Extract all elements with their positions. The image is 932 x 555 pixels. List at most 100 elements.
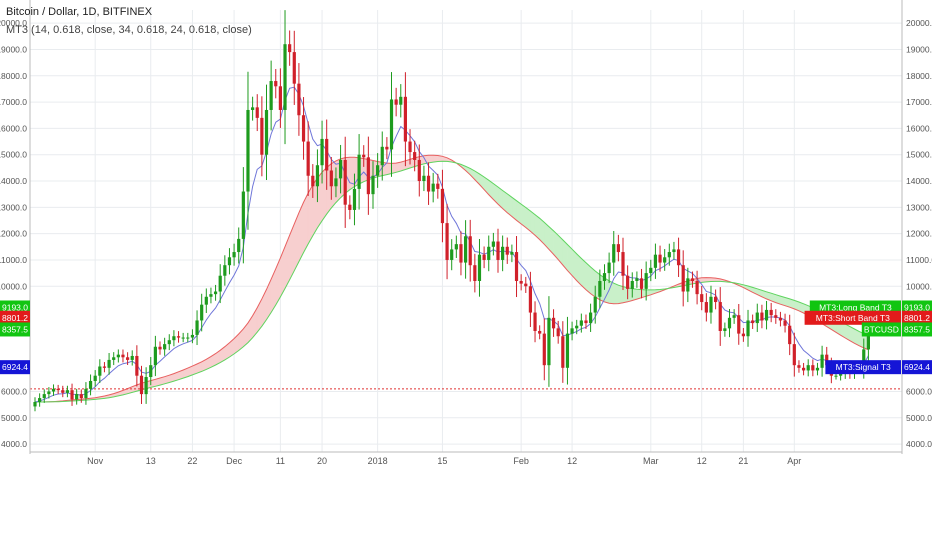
candle-body <box>70 390 73 399</box>
candle-body <box>793 344 796 365</box>
candle-body <box>760 313 763 321</box>
candle-body <box>52 389 55 392</box>
band-fill-segment <box>591 267 596 297</box>
y-tick-label-right: 15000.0 <box>906 150 932 160</box>
candle-body <box>66 390 69 393</box>
candle-body <box>575 326 578 329</box>
candle-body <box>399 97 402 105</box>
candle-body <box>408 142 411 153</box>
candle-body <box>677 249 680 265</box>
candle-body <box>362 155 365 158</box>
left-price-tag-value: 8801.2 <box>2 313 28 323</box>
candle-body <box>117 355 120 358</box>
candle-body <box>552 318 555 329</box>
candle-body <box>774 315 777 318</box>
candle-body <box>126 357 129 360</box>
y-tick-label-right: 16000.0 <box>906 123 932 133</box>
candle-body <box>765 310 768 321</box>
candle-body <box>33 402 36 406</box>
candle-body <box>672 249 675 252</box>
x-tick-label: 20 <box>317 456 327 466</box>
candle-body <box>427 176 430 192</box>
candle-body <box>478 255 481 281</box>
candle-body <box>182 338 185 339</box>
candle-body <box>57 389 60 390</box>
y-tick-label-right: 4000.0 <box>906 439 932 449</box>
candle-body <box>700 294 703 302</box>
candle-body <box>788 326 791 344</box>
candle-body <box>228 257 231 265</box>
candle-body <box>686 278 689 291</box>
candle-body <box>200 305 203 321</box>
candle-body <box>473 265 476 281</box>
candle-body <box>612 244 615 262</box>
candle-body <box>404 97 407 142</box>
candle-body <box>265 110 268 155</box>
candle-body <box>288 44 291 52</box>
x-tick-label: 2018 <box>368 456 388 466</box>
y-tick-label-right: 6000.0 <box>906 386 932 396</box>
y-tick-label-right: 12000.0 <box>906 229 932 239</box>
candle-body <box>135 356 138 376</box>
series-label: MT3:Signal T3 <box>836 362 891 372</box>
candle-body <box>691 278 694 281</box>
candle-body <box>529 286 532 312</box>
band-fill-segment <box>429 155 434 163</box>
candle-body <box>506 247 509 255</box>
candle-body <box>94 376 97 381</box>
band-fill-segment <box>433 155 438 162</box>
x-tick-label: 12 <box>567 456 577 466</box>
candle-body <box>733 315 736 318</box>
candle-body <box>270 81 273 110</box>
candle-body <box>441 189 444 223</box>
band-fill-segment <box>308 185 313 244</box>
y-tick-label-left: 11000.0 <box>0 255 27 265</box>
series-label: BTCUSD <box>864 324 899 334</box>
x-tick-label: 22 <box>187 456 197 466</box>
band-fill-segment <box>586 263 591 294</box>
candle-body <box>395 99 398 104</box>
candle-body <box>334 178 337 186</box>
candle-body <box>533 313 536 331</box>
y-tick-label-right: 5000.0 <box>906 413 932 423</box>
candle-body <box>802 368 805 371</box>
chart-title: Bitcoin / Dollar, 1D, BITFINEX <box>6 6 152 18</box>
x-tick-label: 13 <box>146 456 156 466</box>
candle-body <box>645 273 648 289</box>
candle-body <box>821 355 824 368</box>
candle-body <box>47 391 50 394</box>
candle-body <box>816 368 819 371</box>
candle-body <box>242 192 245 239</box>
candle-body <box>232 252 235 257</box>
candle-body <box>422 176 425 181</box>
band-fill-segment <box>614 283 619 304</box>
candle-body <box>209 294 212 297</box>
candle-body <box>746 320 749 336</box>
y-tick-label-left: 5000.0 <box>1 413 27 423</box>
candle-body <box>246 110 249 192</box>
candle-body <box>737 315 740 333</box>
y-tick-label-right: 18000.0 <box>906 71 932 81</box>
candle-body <box>811 365 814 370</box>
candle-body <box>649 268 652 273</box>
x-tick-label: Feb <box>513 456 529 466</box>
candle-body <box>325 139 328 171</box>
right-price-tag-value: 6924.4 <box>904 362 930 372</box>
candle-body <box>603 273 606 281</box>
candle-body <box>580 320 583 325</box>
candle-body <box>779 318 782 321</box>
candle-body <box>570 328 573 333</box>
y-tick-label-left: 12000.0 <box>0 229 27 239</box>
candle-body <box>283 44 286 110</box>
candle-body <box>598 281 601 297</box>
candle-body <box>103 366 106 367</box>
candle-body <box>719 302 722 331</box>
x-tick-label: Nov <box>87 456 104 466</box>
candle-body <box>131 356 134 360</box>
candle-body <box>436 184 439 189</box>
candle-body <box>237 239 240 252</box>
candle-body <box>728 318 731 329</box>
